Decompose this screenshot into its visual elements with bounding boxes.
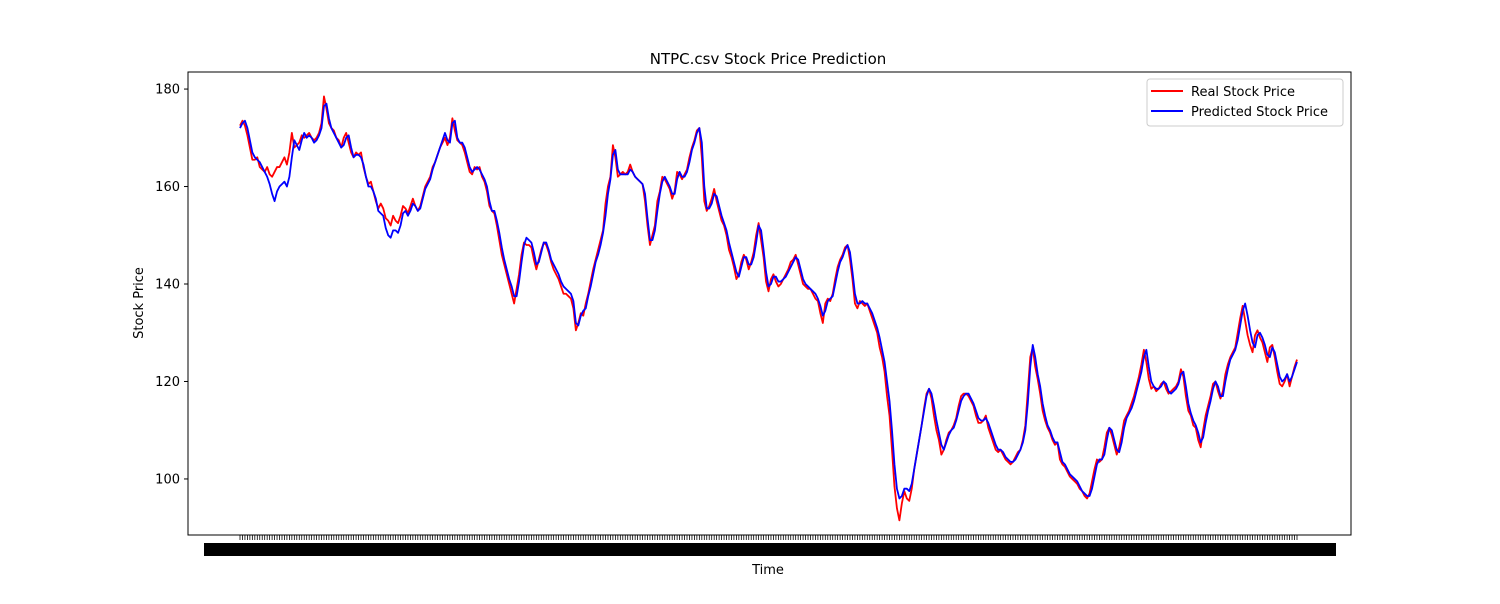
series-layer <box>239 95 1298 522</box>
chart-title: NTPC.csv Stock Price Prediction <box>650 50 887 68</box>
y-axis-ticks: 100 120 140 160 180 <box>155 83 188 487</box>
legend: Real Stock Price Predicted Stock Price <box>1146 78 1344 127</box>
legend-label-real: Real Stock Price <box>1191 85 1295 100</box>
y-tick-label: 120 <box>155 375 180 390</box>
x-axis-label: Time <box>751 563 784 578</box>
x-tick-labels-overlap <box>204 543 1336 556</box>
y-tick-label: 180 <box>155 83 180 98</box>
y-tick-label: 140 <box>155 278 180 293</box>
x-axis-ticks <box>204 535 1336 556</box>
legend-label-predicted: Predicted Stock Price <box>1191 105 1328 120</box>
plot-area-frame <box>187 71 1352 536</box>
y-tick-label: 100 <box>155 472 180 487</box>
y-axis-label: Stock Price <box>132 267 147 339</box>
legend-frame <box>1146 78 1344 127</box>
series-line-predicted <box>239 102 1298 500</box>
y-tick-label: 160 <box>155 180 180 195</box>
